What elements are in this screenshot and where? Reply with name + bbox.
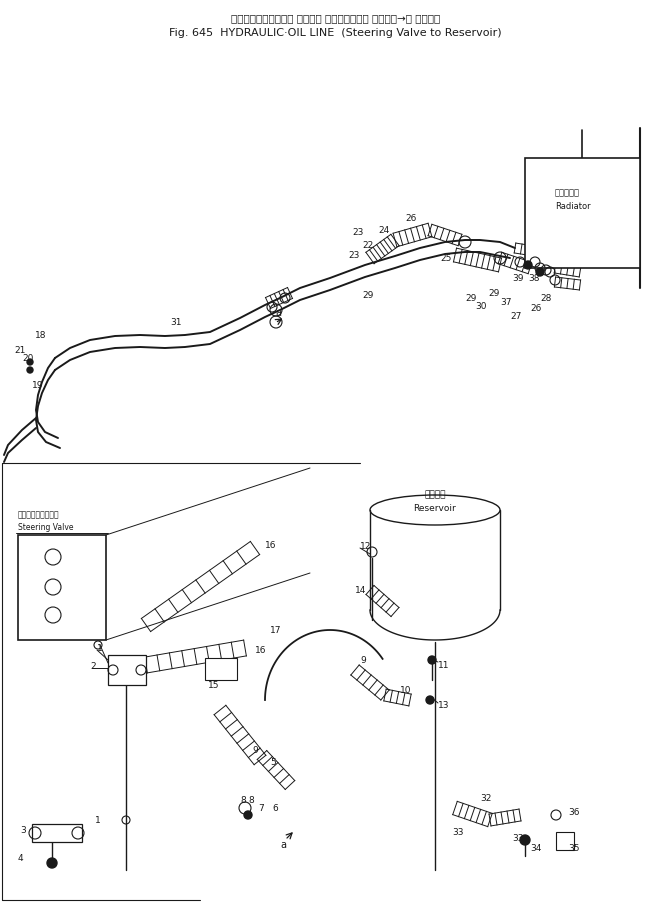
Text: a: a	[275, 308, 281, 318]
Text: 6: 6	[272, 804, 278, 813]
Text: 8: 8	[248, 795, 254, 805]
Text: 33: 33	[512, 834, 523, 843]
Text: 2: 2	[90, 662, 96, 671]
Text: 27: 27	[510, 311, 521, 320]
Text: 18: 18	[35, 330, 46, 339]
Text: 1: 1	[97, 643, 103, 653]
Text: 35: 35	[568, 843, 580, 853]
Text: 23: 23	[352, 227, 364, 236]
Text: ステアリングバルブ: ステアリングバルブ	[18, 510, 60, 519]
Circle shape	[27, 359, 33, 365]
Text: 25: 25	[440, 253, 452, 262]
Text: 23: 23	[348, 251, 360, 260]
Text: 17: 17	[270, 625, 282, 634]
Circle shape	[27, 367, 33, 373]
Text: ハイドロリックオイル ライン　 ステアリング　 バルブ　→　 リザーバ: ハイドロリックオイル ライン ステアリング バルブ → リザーバ	[231, 13, 440, 23]
Text: 26: 26	[530, 303, 541, 312]
Text: Radiator: Radiator	[555, 202, 590, 211]
Text: Fig. 645  HYDRAULIC·OIL LINE  (Steering Valve to Reservoir): Fig. 645 HYDRAULIC·OIL LINE (Steering Va…	[169, 28, 502, 38]
Bar	[18, 535, 106, 640]
Circle shape	[426, 696, 434, 704]
Text: 22: 22	[362, 241, 373, 250]
Text: 8: 8	[240, 795, 246, 805]
Bar	[108, 655, 146, 685]
Circle shape	[536, 268, 544, 276]
Circle shape	[244, 811, 252, 819]
Circle shape	[524, 261, 532, 269]
Text: 38: 38	[528, 273, 539, 282]
Text: 14: 14	[355, 586, 366, 595]
Text: 39: 39	[512, 273, 523, 282]
Text: 26: 26	[405, 214, 417, 223]
Text: 24: 24	[378, 225, 389, 234]
Text: 15: 15	[208, 681, 219, 690]
Bar	[32, 824, 82, 842]
Text: 30: 30	[475, 301, 486, 310]
Text: 20: 20	[22, 354, 34, 363]
Bar	[556, 832, 574, 850]
Bar	[525, 158, 640, 268]
Text: 12: 12	[360, 541, 371, 550]
Text: 28: 28	[540, 293, 552, 302]
Text: 4: 4	[18, 853, 23, 862]
Text: 36: 36	[568, 807, 580, 816]
Text: 37: 37	[500, 298, 511, 307]
Text: 31: 31	[170, 318, 181, 327]
Text: 9: 9	[252, 746, 258, 755]
Text: 32: 32	[480, 794, 491, 803]
Text: 1: 1	[95, 815, 101, 824]
Text: エジエータ: エジエータ	[555, 188, 580, 197]
Text: 3: 3	[20, 825, 25, 834]
Text: a: a	[280, 840, 286, 850]
Text: 19: 19	[32, 380, 44, 389]
Text: 13: 13	[438, 700, 450, 710]
Text: 29: 29	[465, 293, 476, 302]
Text: 9: 9	[360, 655, 366, 664]
Text: 16: 16	[265, 540, 276, 549]
Circle shape	[428, 656, 436, 664]
Text: Steering Valve: Steering Valve	[18, 522, 74, 531]
Text: リザーバ: リザーバ	[424, 491, 446, 500]
Text: 5: 5	[270, 757, 276, 767]
Circle shape	[47, 858, 57, 868]
Text: 21: 21	[14, 346, 25, 355]
Text: 34: 34	[530, 843, 541, 853]
Text: 7: 7	[258, 804, 264, 813]
Text: 29: 29	[488, 289, 499, 298]
Text: 11: 11	[438, 661, 450, 670]
Circle shape	[520, 835, 530, 845]
Text: Reservoir: Reservoir	[413, 503, 456, 512]
Text: 33: 33	[452, 827, 464, 836]
Text: 29: 29	[362, 291, 373, 300]
Text: 10: 10	[400, 685, 411, 694]
Bar	[205, 658, 237, 680]
Text: 16: 16	[255, 645, 266, 654]
